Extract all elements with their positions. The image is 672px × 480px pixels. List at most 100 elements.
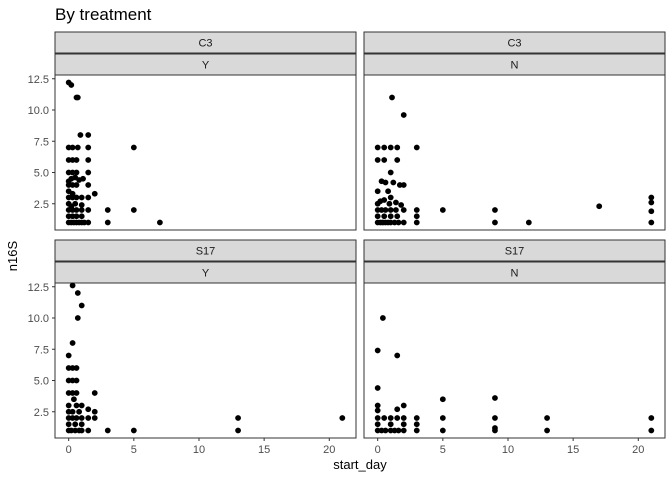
data-point [91,408,98,415]
data-point [400,219,407,226]
data-point [374,213,381,220]
data-point [387,207,394,213]
facet-panel: S17 N 0 5 10 15 20 [363,239,666,456]
y-tick-label: 2.5 [34,199,49,211]
panel-background [54,74,357,231]
data-point [85,144,92,151]
data-point [394,415,401,421]
data-point [78,415,85,421]
data-point [73,402,80,409]
data-point [413,421,420,428]
x-tick-label: 15 [258,444,270,456]
data-point [525,219,532,226]
facet-strip-bottom-label: Y [202,60,210,72]
data-point [85,157,92,163]
data-point [78,421,85,428]
data-point [492,207,498,213]
data-point [374,385,381,391]
y-tick-label: 12.5 [28,282,49,294]
data-point [85,219,92,226]
data-point [394,406,401,413]
data-point [104,427,111,434]
data-point [73,194,80,201]
y-tick-label: 7.5 [34,344,49,356]
data-point [413,144,420,151]
data-point [69,408,76,415]
data-point [439,427,446,434]
data-point [381,197,388,203]
facet-strip-top-label: S17 [505,246,525,258]
x-axis-title: start_day [333,457,387,472]
data-point [400,402,407,409]
data-point [104,207,111,213]
data-point [130,427,137,434]
data-point [648,208,655,215]
data-point [413,219,420,226]
y-tick-label: 5.0 [34,168,49,180]
data-point [78,402,85,409]
data-point [387,421,394,428]
data-point [492,425,498,431]
data-point [374,407,381,414]
y-tick-label: 10.0 [28,313,49,325]
data-point [413,213,420,220]
data-point [394,352,401,359]
facet-panel: C3 N [363,31,666,231]
data-point [400,182,407,188]
facet-panels: C3 Y 2.5 5.0 7.5 10.0 12.5 C3 N S17 Y 2.5 5.0 7.5 10.0… [28,31,666,456]
data-point [394,157,401,163]
data-point [648,427,655,434]
data-point [395,427,402,434]
data-point [130,144,137,151]
data-point [648,199,655,206]
data-point [393,199,399,206]
data-point [73,365,80,371]
x-tick-label: 10 [193,444,205,456]
data-point [80,175,86,182]
data-point [400,427,407,434]
data-point [156,219,163,226]
data-point [85,169,92,176]
facet-strip-top-label: C3 [507,38,521,50]
data-point [73,157,80,163]
data-point [76,408,83,415]
data-point [596,203,603,210]
data-point [85,194,92,201]
data-point [78,427,85,434]
data-point [91,415,98,421]
data-point [235,427,241,434]
x-tick-label: 0 [66,444,72,456]
x-tick-label: 15 [567,444,579,456]
data-point [73,377,80,384]
data-point [382,179,389,186]
data-point [386,200,393,207]
data-point [374,188,381,195]
data-point [65,421,72,428]
y-tick-label: 10.0 [28,105,49,117]
data-point [65,352,72,359]
data-point [74,315,81,321]
data-point [374,144,381,151]
data-point [85,132,92,138]
data-point [492,415,498,421]
data-point [235,415,241,421]
facet-strip-top-label: S17 [196,246,216,258]
y-tick-label: 7.5 [34,136,49,148]
x-tick-label: 10 [502,444,514,456]
data-point [648,194,655,201]
data-point [398,202,405,208]
data-point [413,427,420,434]
data-point [387,144,394,151]
panel-background [54,282,357,439]
data-point [393,207,399,213]
data-point [381,144,388,151]
x-tick-label: 5 [131,444,137,456]
data-point [78,207,85,213]
data-point [73,213,80,220]
data-point [400,415,407,421]
facet-strip-top [54,31,357,54]
data-point [72,421,79,428]
data-point [390,179,397,186]
data-point [394,144,401,151]
